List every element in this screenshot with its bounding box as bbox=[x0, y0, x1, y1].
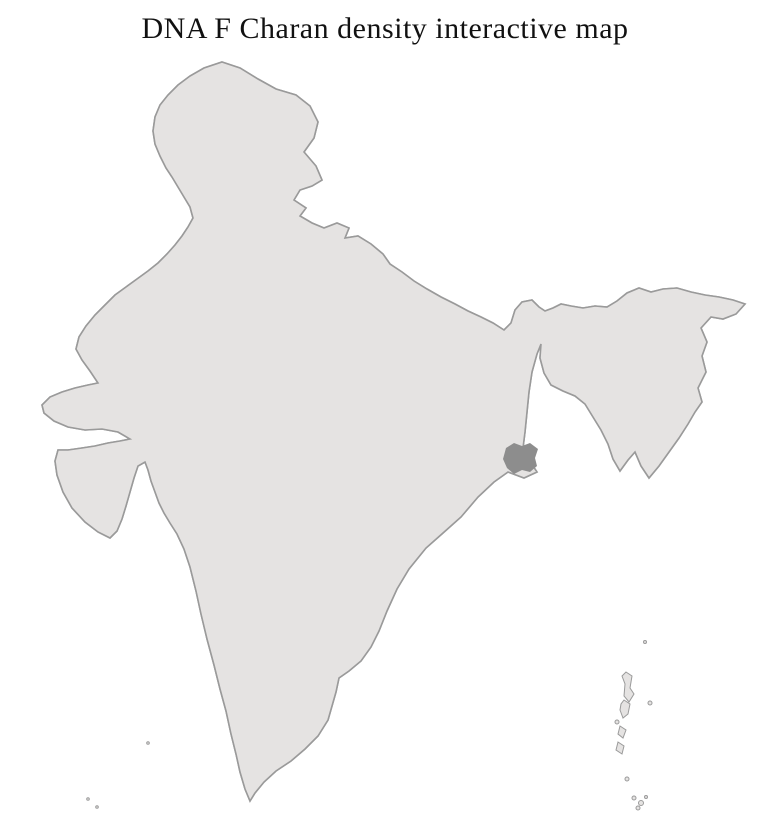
nicobar-dot bbox=[624, 776, 630, 782]
islands-layer bbox=[86, 640, 653, 811]
lakshadweep-dot bbox=[95, 805, 99, 809]
island-dot bbox=[643, 640, 647, 644]
nicobar-dot bbox=[644, 795, 648, 799]
andaman-south-island bbox=[617, 725, 627, 739]
nicobar-dot bbox=[635, 805, 641, 811]
island-dot bbox=[647, 700, 653, 706]
little-andaman-island bbox=[615, 741, 625, 755]
lakshadweep-dot bbox=[146, 741, 150, 745]
island-dot bbox=[614, 719, 620, 725]
page-title: DNA F Charan density interactive map bbox=[141, 12, 629, 45]
andaman-middle-island bbox=[619, 699, 631, 719]
nicobar-dot bbox=[631, 795, 637, 801]
lakshadweep-dot bbox=[86, 797, 90, 801]
nicobar-dot bbox=[638, 800, 644, 806]
andaman-north-island bbox=[621, 671, 635, 703]
country-outline-stroke bbox=[41, 61, 746, 802]
area-sundarbans[interactable] bbox=[503, 443, 538, 474]
